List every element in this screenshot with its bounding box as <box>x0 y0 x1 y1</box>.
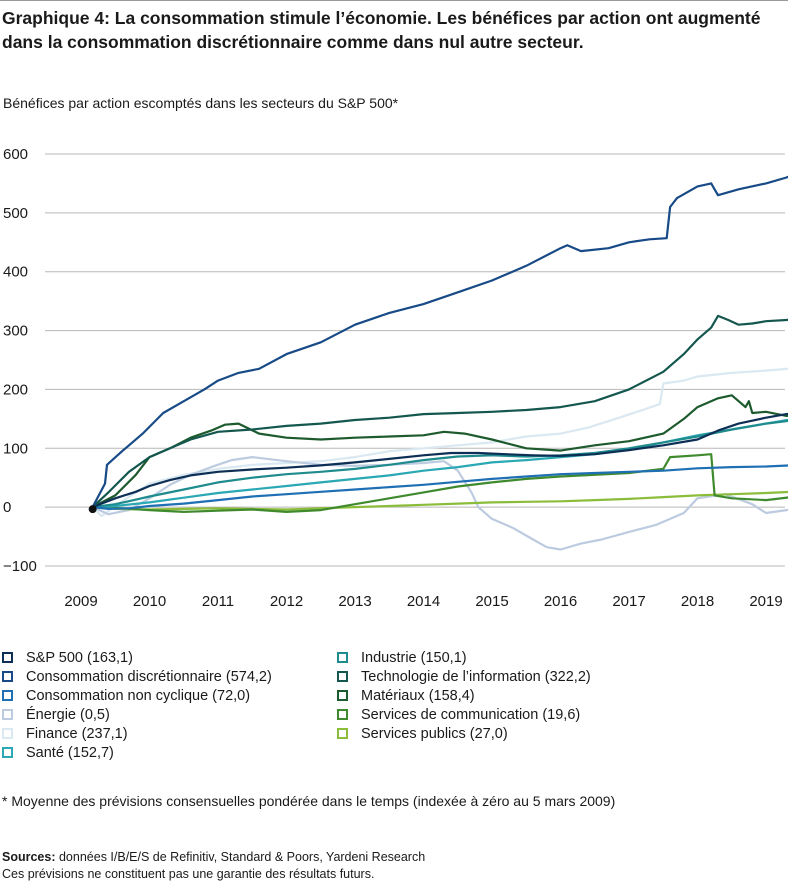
chart-subtitle: Bénéfices par action escomptés dans les … <box>3 95 399 111</box>
x-tick-label: 2015 <box>475 593 508 610</box>
legend-swatch <box>337 690 348 701</box>
legend-right-column: Industrie (150,1) Technologie de l’inform… <box>337 648 757 743</box>
series-line <box>91 175 788 509</box>
legend-swatch <box>2 747 13 758</box>
series-line <box>91 412 788 509</box>
x-tick-label: 2009 <box>64 593 97 610</box>
origin-marker <box>88 505 97 514</box>
legend-swatch <box>337 709 348 720</box>
y-tick-label: 500 <box>3 205 28 222</box>
x-tick-label: 2017 <box>612 593 645 610</box>
series-line <box>91 419 788 509</box>
legend-item: Technologie de l’information (322,2) <box>337 667 757 686</box>
legend-swatch <box>337 652 348 663</box>
legend-item: S&P 500 (163,1) <box>2 648 362 667</box>
sources-text: données I/B/E/S de Refinitiv, Standard &… <box>58 850 426 864</box>
y-tick-label: 400 <box>3 264 28 281</box>
y-tick-label: 600 <box>3 146 28 163</box>
sources-block: Sources: données I/B/E/S de Refinitiv, S… <box>2 849 425 883</box>
series-line <box>91 394 788 509</box>
legend-swatch <box>2 652 13 663</box>
series-line <box>91 464 788 510</box>
y-tick-label: −100 <box>3 558 37 575</box>
x-tick-label: 2011 <box>202 593 234 610</box>
legend-label: Technologie de l’information (322,2) <box>361 668 591 685</box>
legend-swatch <box>2 671 13 682</box>
footnote: * Moyenne des prévisions consensuelles p… <box>2 793 616 809</box>
legend-label: Consommation non cyclique (72,0) <box>26 687 251 704</box>
legend-label: Consommation discrétionnaire (574,2) <box>26 668 272 685</box>
legend-item: Santé (152,7) <box>2 743 362 762</box>
x-tick-label: 2019 <box>749 593 782 610</box>
legend-label: Matériaux (158,4) <box>361 687 475 704</box>
y-tick-label: 0 <box>3 499 11 516</box>
legend-label: Industrie (150,1) <box>361 649 467 666</box>
legend-item: Matériaux (158,4) <box>337 686 757 705</box>
x-tick-label: 2016 <box>544 593 577 610</box>
legend-label: Services de communication (19,6) <box>361 706 581 723</box>
y-axis-labels: 600 500 400 300 200 100 0 −100 <box>3 146 37 575</box>
legend-swatch <box>2 709 13 720</box>
series-line <box>91 453 788 513</box>
line-chart: 600 500 400 300 200 100 0 −100 2009 2010 2011 2012… <box>3 146 788 610</box>
x-tick-label: 2010 <box>133 593 166 610</box>
y-tick-label: 100 <box>3 440 28 457</box>
legend-item: Industrie (150,1) <box>337 648 757 667</box>
legend-label: Services publics (27,0) <box>361 725 508 742</box>
legend-item: Énergie (0,5) <box>2 705 362 724</box>
legend-item: Consommation non cyclique (72,0) <box>2 686 362 705</box>
x-tick-label: 2018 <box>681 593 714 610</box>
legend-item: Services de communication (19,6) <box>337 705 757 724</box>
x-tick-label: 2013 <box>338 593 371 610</box>
legend-label: Énergie (0,5) <box>26 706 110 723</box>
legend-swatch <box>337 728 348 739</box>
x-tick-label: 2014 <box>407 593 440 610</box>
legend-swatch <box>2 690 13 701</box>
legend-item: Services publics (27,0) <box>337 724 757 743</box>
disclaimer-text: Ces prévisions ne constituent pas une ga… <box>2 867 375 881</box>
y-tick-label: 200 <box>3 381 28 398</box>
x-axis-labels: 2009 2010 2011 2012 2013 2014 2015 2016 2017 2018… <box>64 593 782 610</box>
legend-item: Finance (237,1) <box>2 724 362 743</box>
legend-left-column: S&P 500 (163,1) Consommation discrétionna… <box>2 648 362 762</box>
x-tick-label: 2012 <box>270 593 303 610</box>
legend-swatch <box>2 728 13 739</box>
legend-item: Consommation discrétionnaire (574,2) <box>2 667 362 686</box>
legend-label: Santé (152,7) <box>26 744 114 761</box>
series-lines <box>91 175 788 551</box>
legend-label: Finance (237,1) <box>26 725 128 742</box>
series-line <box>91 456 788 551</box>
top-rule <box>0 0 788 1</box>
series-line <box>91 314 788 509</box>
chart-title: Graphique 4: La consommation stimule l’é… <box>2 8 761 52</box>
sources-label: Sources: <box>2 850 56 864</box>
legend-label: S&P 500 (163,1) <box>26 649 133 666</box>
y-tick-label: 300 <box>3 323 28 340</box>
legend-swatch <box>337 671 348 682</box>
series-line <box>91 490 788 511</box>
